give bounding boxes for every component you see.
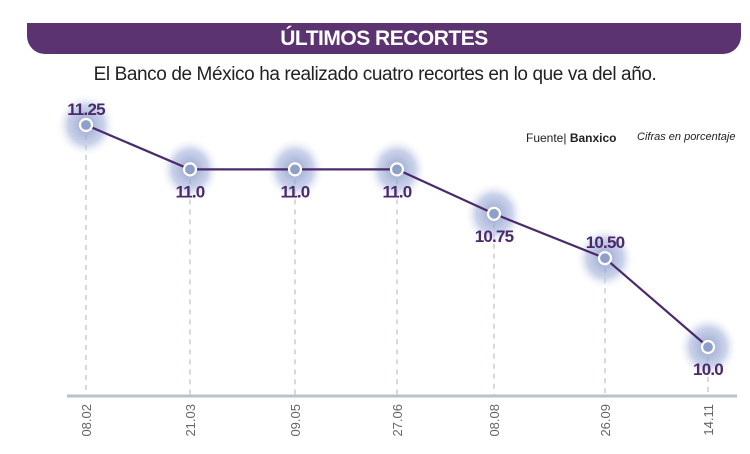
x-tick-label: 14.11: [701, 404, 716, 436]
data-point: [700, 339, 716, 355]
chart-subtitle: El Banco de México ha realizado cuatro r…: [93, 64, 657, 85]
data-point: [597, 251, 613, 266]
x-tick-label: 27.06: [390, 404, 405, 437]
data-label: 10.75: [475, 227, 514, 246]
data-point: [389, 162, 405, 177]
data-point: [78, 117, 94, 133]
data-point: [486, 206, 502, 221]
x-tick-label: 08.02: [79, 404, 94, 437]
x-tick-label: 26.09: [598, 404, 613, 437]
source-label: Fuente|: [526, 131, 567, 145]
chart-title: ÚLTIMOS RECORTES: [280, 27, 488, 50]
unit-note: Cifras en porcentaje: [637, 131, 736, 143]
data-label: 10.0: [693, 360, 723, 379]
x-tick-label: 08.08: [487, 404, 502, 437]
title-banner: ÚLTIMOS RECORTES: [27, 23, 741, 54]
data-label: 11.25: [67, 100, 105, 119]
data-label: 11.0: [383, 182, 412, 201]
x-tick-label: 21.03: [183, 404, 198, 437]
source-name: Banxico: [569, 131, 617, 145]
data-label: 10.50: [586, 233, 625, 252]
data-point: [287, 162, 303, 177]
data-point: [182, 162, 198, 177]
x-tick-label: 09.05: [288, 404, 303, 437]
data-label: 11.0: [176, 182, 205, 201]
source-note: Fuente| Banxico: [526, 131, 617, 145]
data-label: 11.0: [281, 182, 310, 201]
